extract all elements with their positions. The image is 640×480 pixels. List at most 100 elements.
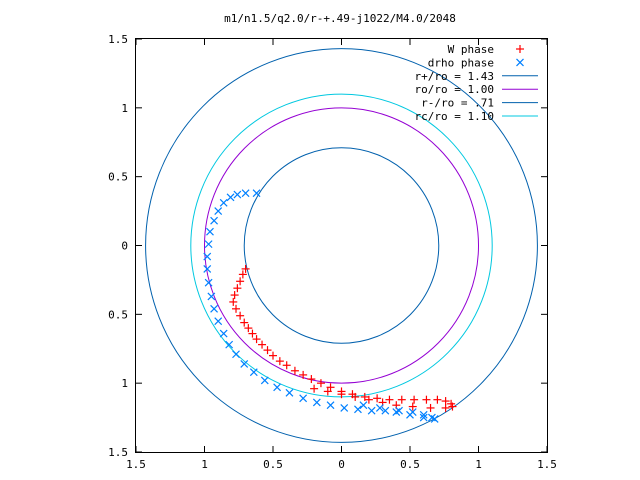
drho-phase-point [392, 408, 401, 417]
drho-phase-point [204, 278, 213, 287]
w-phase-point [337, 390, 346, 399]
data-markers [203, 189, 457, 423]
w-phase-point [232, 304, 241, 313]
circle-4 [243, 147, 440, 344]
drho-phase-point [367, 406, 376, 415]
w-phase-point [258, 340, 267, 349]
drho-phase-point [406, 410, 414, 419]
drho-phase-point [430, 415, 439, 423]
drho-phase-point [285, 388, 294, 397]
y-tick-label: 1.5 [108, 446, 128, 459]
w-phase-point [240, 318, 249, 327]
chart-title: m1/n1.5/q2.0/r-+.49-j1022/M4.0/2048 [224, 12, 456, 25]
w-phase-point [408, 402, 417, 411]
x-tick-label: 0.5 [400, 458, 420, 471]
w-phase-point [282, 361, 291, 370]
legend-label: ro/ro = 1.00 [415, 83, 494, 96]
w-phase-point [385, 395, 394, 404]
w-phase-point [448, 402, 457, 411]
drho-phase-point [210, 216, 219, 225]
w-phase-point [422, 395, 431, 404]
x-tick-label: 1.5 [537, 458, 557, 471]
w-phase-point [230, 291, 239, 300]
drho-phase-point [241, 189, 250, 198]
axis-ticks: 1.5 1 0.5 0 0.5 1 1.51.510.500.511.5 [108, 33, 557, 471]
drho-phase-point [204, 240, 213, 249]
x-tick-label: 1.5 [126, 458, 146, 471]
w-phase-point [373, 394, 382, 403]
drho-phase-point [312, 398, 321, 407]
legend-label: W phase [448, 43, 494, 56]
w-phase-point [244, 324, 253, 333]
w-phase-point [433, 395, 442, 404]
drho-phase-point [381, 406, 390, 415]
w-phase-point [310, 384, 319, 393]
drho-phase-point [203, 264, 212, 273]
w-phase-point [275, 357, 284, 366]
legend-marker-sample [516, 58, 524, 67]
legend-marker-sample [516, 45, 524, 53]
drho-phase-point [240, 359, 249, 368]
w-phase-point [441, 403, 450, 412]
drho-phase-point [225, 340, 234, 349]
w-phase-point [263, 346, 272, 355]
drho-phase-point [419, 410, 428, 419]
drho-phase-point [210, 304, 219, 313]
circle-2 [145, 48, 538, 443]
w-phase-point [290, 366, 299, 375]
w-phase-point [441, 397, 450, 406]
drho-phase-point [299, 394, 308, 403]
w-phase-point [316, 379, 325, 388]
w-phase-point [269, 351, 277, 360]
w-phase-point [323, 387, 332, 396]
w-phase-point [351, 392, 360, 401]
drho-phase-point [203, 252, 212, 261]
drho-phase-point [219, 329, 228, 338]
legend-label: rc/ro = 1.10 [415, 110, 494, 123]
w-phase-point [252, 335, 261, 344]
y-tick-label: 1 [121, 102, 128, 115]
w-phase-point [241, 264, 250, 273]
w-phase-point [299, 370, 308, 379]
w-phase-point [248, 329, 257, 338]
drho-phase-point [214, 207, 223, 216]
drho-phase-point [375, 404, 384, 412]
w-phase-point [233, 284, 242, 293]
w-phase-point [236, 311, 245, 320]
drho-phase-point [249, 368, 258, 377]
drho-phase-point [340, 404, 349, 412]
x-tick-label: 0.5 [263, 458, 283, 471]
drho-phase-point [226, 193, 235, 202]
w-phase-point [238, 270, 247, 279]
drho-phase-point [252, 189, 261, 198]
drho-phase-point [207, 292, 216, 301]
circle-3 [204, 107, 479, 384]
drho-phase-point [273, 383, 282, 392]
y-tick-label: 1.5 [108, 33, 128, 46]
y-tick-label: 0.5 [108, 171, 128, 184]
x-tick-label: 1 [201, 458, 208, 471]
drho-phase-point [419, 413, 428, 422]
drho-phase-point [214, 317, 223, 326]
drho-phase-point [206, 227, 214, 236]
y-tick-label: 0.5 [108, 308, 128, 321]
w-phase-point [410, 395, 419, 404]
legend-label: r+/ro = 1.43 [415, 70, 494, 83]
w-phase-point [229, 297, 238, 306]
w-phase-point [426, 403, 435, 412]
w-phase-point [397, 395, 406, 404]
w-phase-point [236, 277, 245, 286]
x-tick-label: 0 [338, 458, 345, 471]
reference-circles [145, 48, 538, 443]
w-phase-point [364, 395, 373, 404]
drho-phase-point [260, 376, 269, 385]
y-tick-label: 0 [121, 240, 128, 253]
plot-frame [135, 38, 548, 453]
w-phase-point [326, 383, 335, 392]
drho-phase-point [354, 405, 362, 414]
legend-label: r-/ro = .71 [421, 97, 494, 110]
legend-label: drho phase [428, 56, 494, 69]
circle-5 [190, 93, 493, 398]
